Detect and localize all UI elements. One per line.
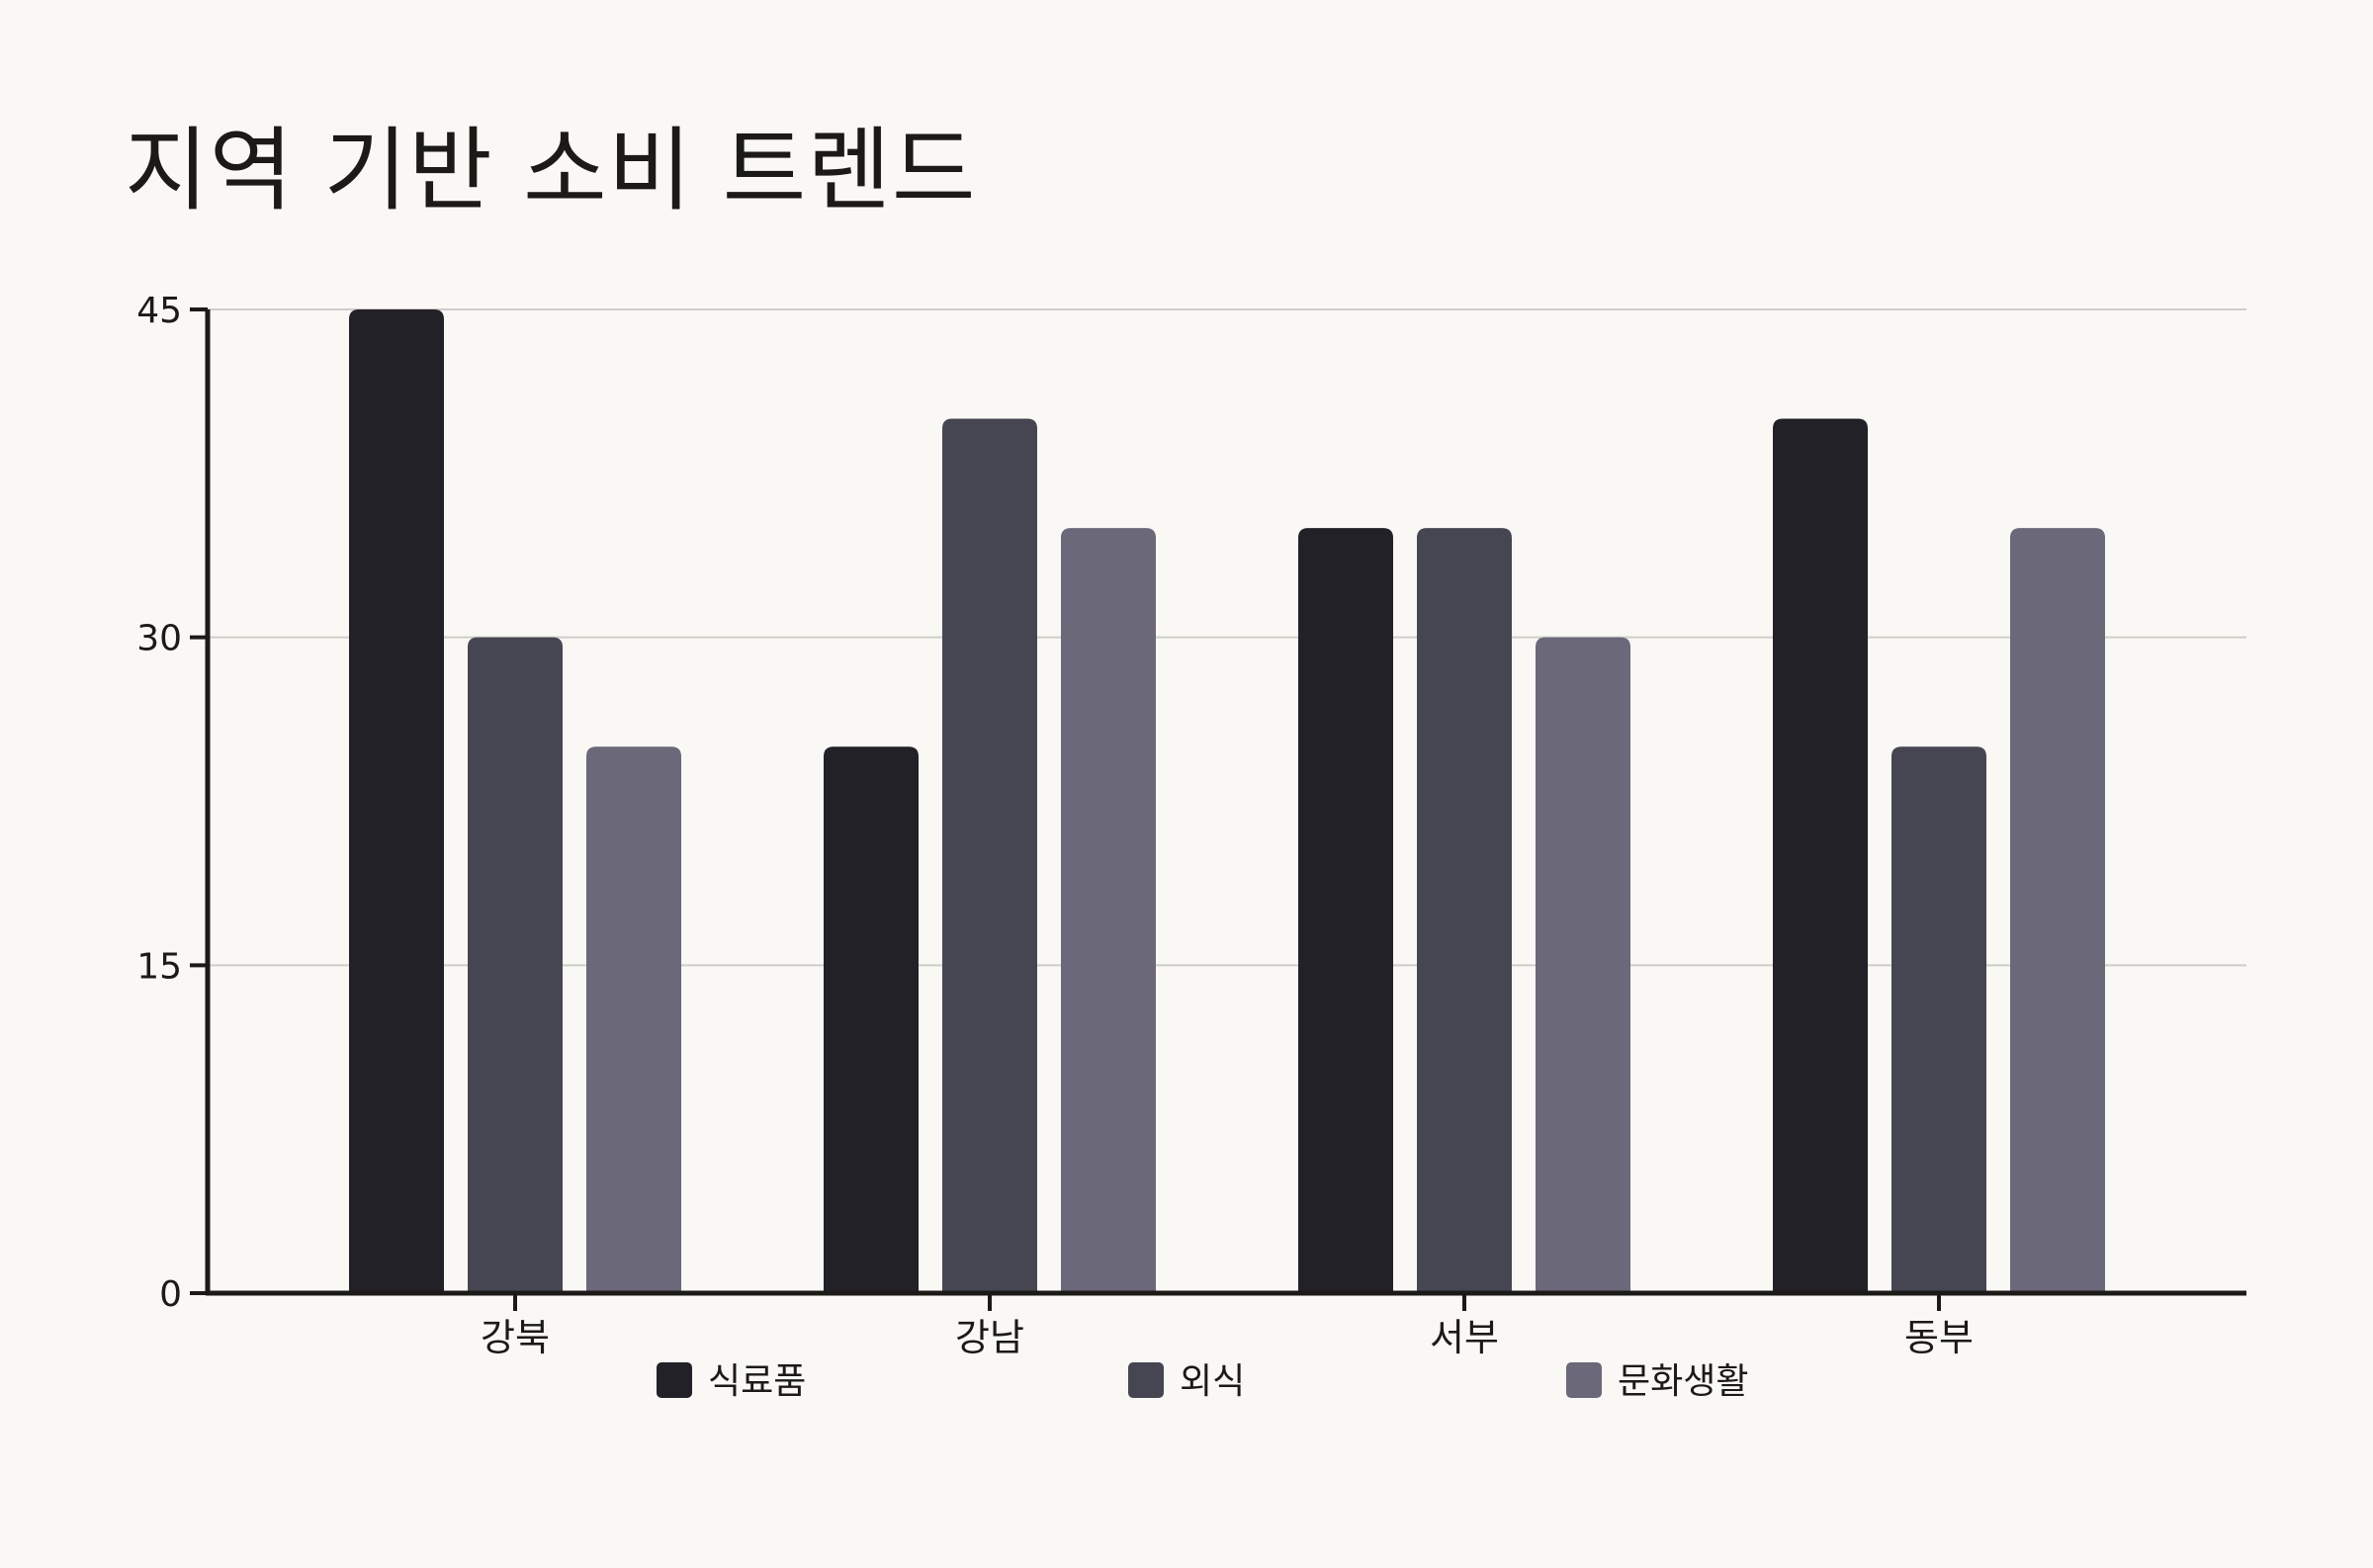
bar-강북-외식	[468, 637, 563, 1293]
legend-label-식료품: 식료품	[708, 1361, 806, 1402]
bar-서부-외식	[1417, 528, 1512, 1293]
axes-layer: 0 15 30 45 강북 강남 서부 동부	[136, 291, 2246, 1359]
y-tick-label-15: 15	[136, 946, 182, 987]
bar-강북-문화생활	[586, 746, 681, 1293]
y-tick-label-0: 0	[159, 1274, 182, 1315]
bars-layer	[349, 309, 2105, 1293]
x-tick-label-동부: 동부	[1904, 1316, 1974, 1359]
bar-강남-외식	[942, 418, 1037, 1293]
bar-강남-식료품	[824, 746, 919, 1293]
x-tick-label-강남: 강남	[955, 1316, 1024, 1359]
legend-layer: 식료품 외식 문화생활	[657, 1361, 1748, 1402]
bar-강북-식료품	[349, 309, 444, 1293]
legend-swatch-문화생활	[1566, 1362, 1602, 1398]
y-tick-label-30: 30	[136, 619, 182, 659]
legend-swatch-식료품	[657, 1362, 692, 1398]
x-tick-label-서부: 서부	[1430, 1316, 1499, 1359]
bar-동부-외식	[1891, 746, 1986, 1293]
bar-강남-문화생활	[1061, 528, 1156, 1293]
y-tick-label-45: 45	[136, 291, 182, 331]
bar-서부-문화생활	[1536, 637, 1630, 1293]
bar-동부-문화생활	[2010, 528, 2105, 1293]
x-tick-label-강북: 강북	[481, 1316, 550, 1359]
legend-swatch-외식	[1128, 1362, 1164, 1398]
bar-서부-식료품	[1298, 528, 1393, 1293]
legend-label-외식: 외식	[1180, 1361, 1245, 1402]
legend-label-문화생활: 문화생활	[1618, 1361, 1748, 1402]
bar-동부-식료품	[1773, 418, 1868, 1293]
chart-title: 지역 기반 소비 트렌드	[125, 118, 977, 223]
